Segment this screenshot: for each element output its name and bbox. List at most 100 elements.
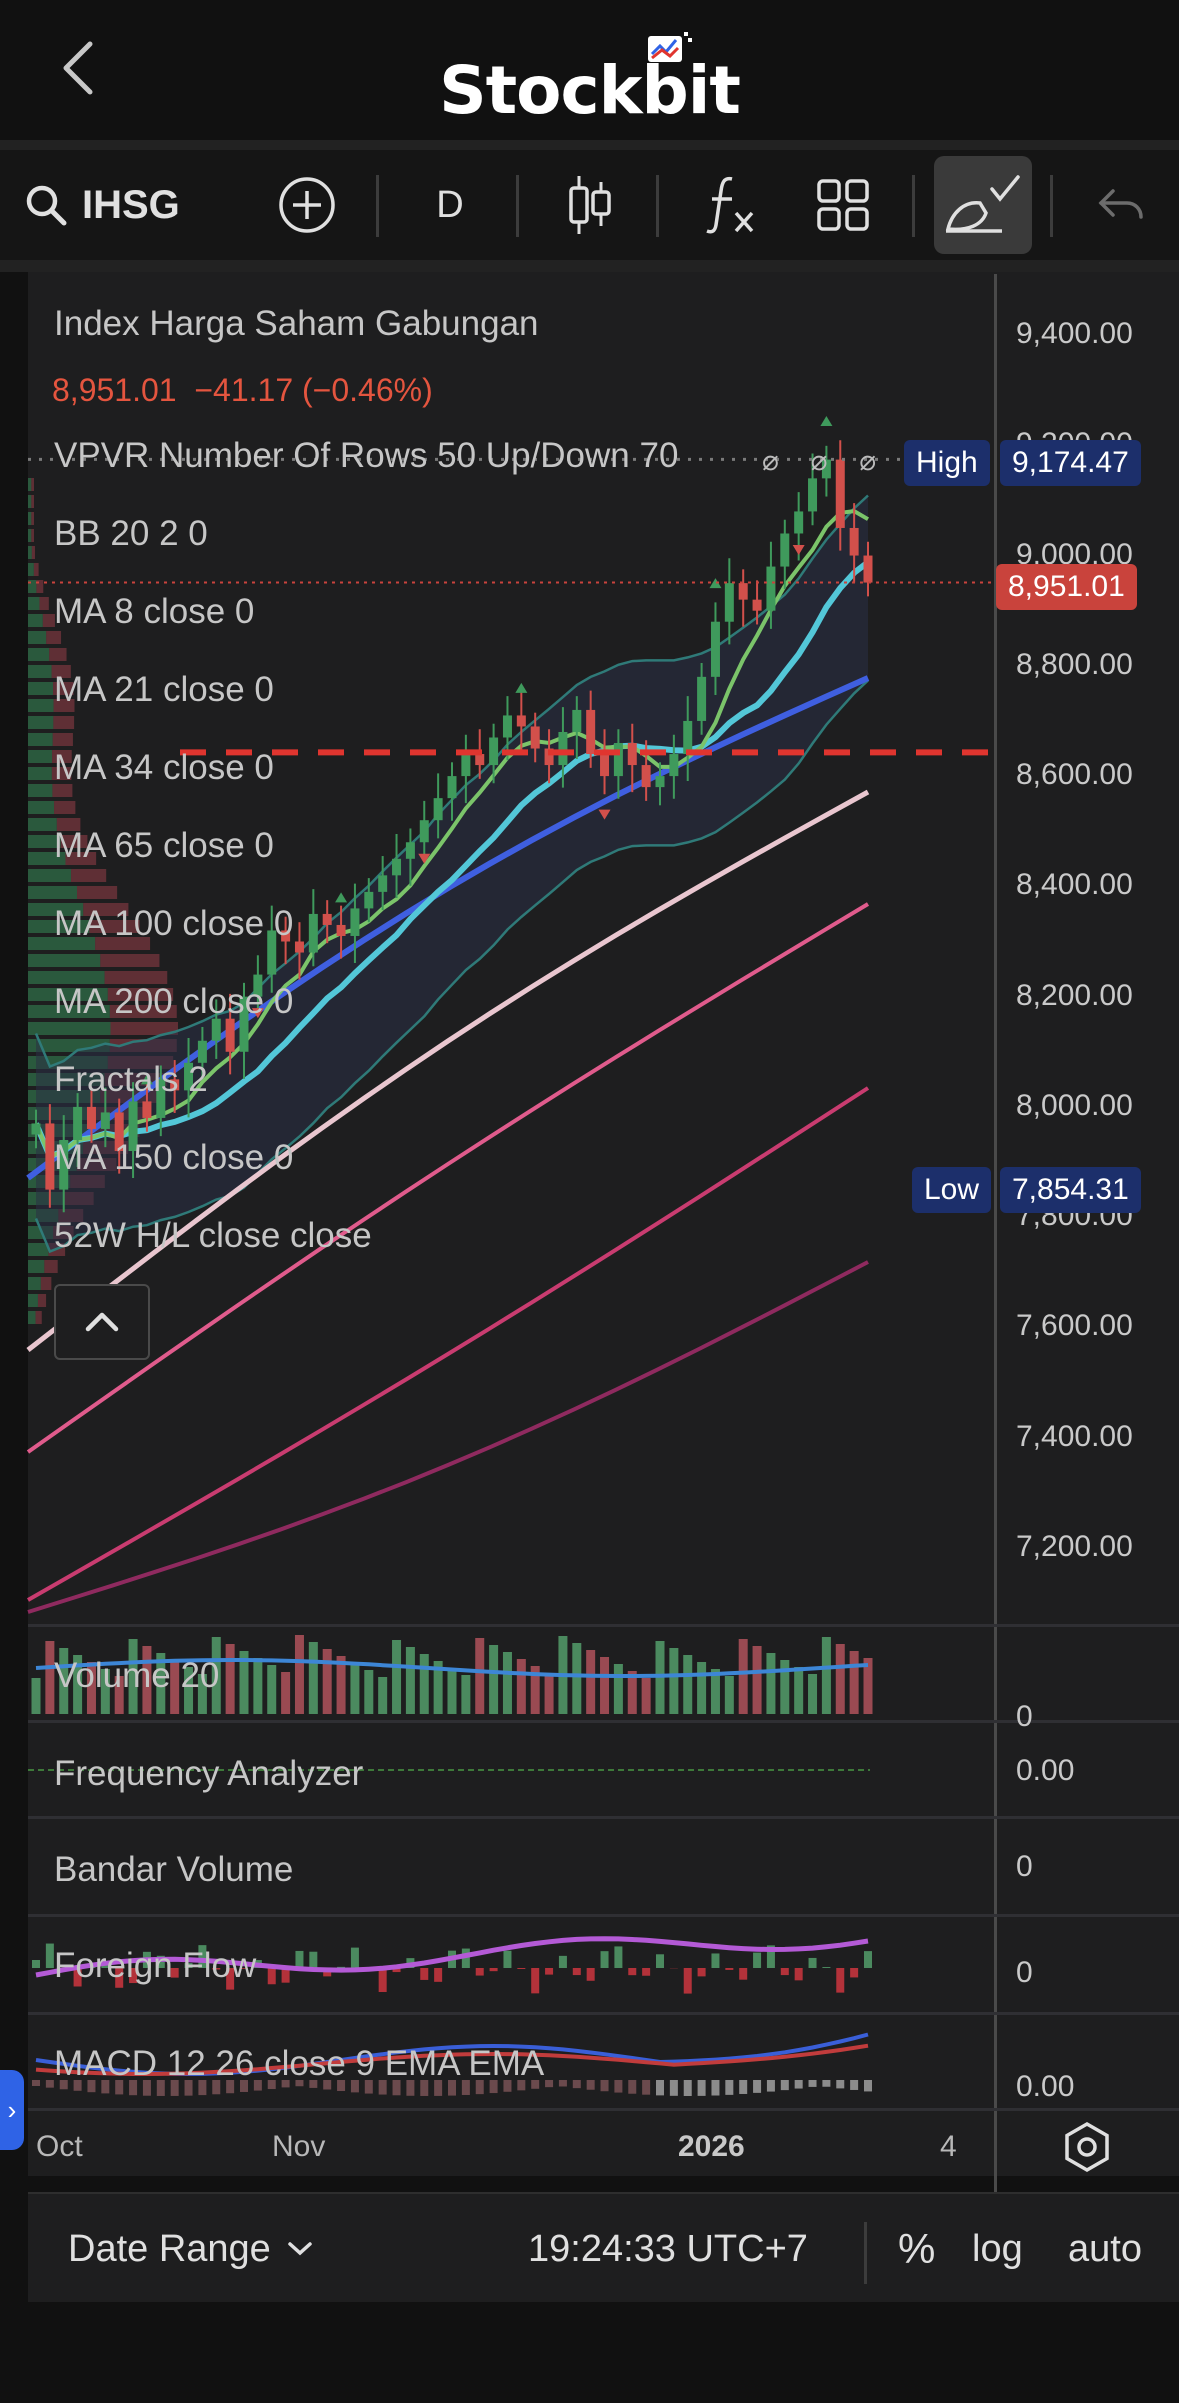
indicator-label[interactable]: MA 34 close 0 <box>54 748 274 787</box>
volume-bar <box>294 1635 304 1714</box>
macd-histogram-bar <box>142 2080 151 2096</box>
vpvr-down-bar <box>107 988 174 1001</box>
change-text: −41.17 (−0.46%) <box>194 372 433 408</box>
foreign-flow-bar <box>850 1968 859 1978</box>
percent-scale-toggle[interactable]: % <box>898 2225 936 2272</box>
indicator-label[interactable]: MA 8 close 0 <box>54 592 255 631</box>
foreign-flow-bar <box>475 1968 484 1976</box>
foreign-flow-bar <box>489 1968 498 1972</box>
candle-body <box>419 820 429 843</box>
vpvr-down-bar <box>54 801 76 814</box>
macd-histogram-bar <box>822 2080 831 2087</box>
chart-settings-button[interactable] <box>1060 2120 1114 2174</box>
price-tick-label: 8,600.00 <box>1016 758 1133 792</box>
volume-bar <box>405 1647 415 1714</box>
volume-bar <box>530 1666 540 1714</box>
foreign-flow-bar <box>32 1960 40 1968</box>
undo-button[interactable] <box>1086 150 1156 260</box>
symbol-search-button[interactable]: IHSG <box>24 150 204 260</box>
volume-bar <box>683 1655 693 1714</box>
vpvr-down-bar <box>33 563 39 576</box>
vpvr-up-bar <box>28 1277 41 1290</box>
pane-separator <box>28 1816 1179 1819</box>
toolbar-divider <box>376 175 379 237</box>
indicator-label[interactable]: MA 100 close 0 <box>54 904 294 943</box>
macd-signal-line <box>35 2043 869 2076</box>
foreign-flow-bar <box>461 1948 470 1968</box>
macd-histogram-bar <box>281 2080 290 2088</box>
vpvr-up-bar <box>28 886 78 899</box>
macd-histogram-bar <box>739 2080 748 2094</box>
candlestick-icon <box>569 176 611 234</box>
price-tick-label: 9,400.00 <box>1016 317 1133 350</box>
macd-histogram-bar <box>350 2080 359 2093</box>
macd-histogram-bar <box>766 2080 775 2092</box>
macd-histogram-bar <box>378 2080 387 2095</box>
macd-histogram-bar <box>475 2080 484 2095</box>
indicator-label[interactable]: 52W H/L close close <box>54 1216 372 1255</box>
vpvr-up-bar <box>28 1005 110 1018</box>
volume-bar <box>489 1645 499 1714</box>
time-label: 4 <box>940 2130 957 2163</box>
volume-bar <box>419 1654 429 1714</box>
vpvr-down-bar <box>52 733 73 746</box>
volume-bar <box>364 1670 374 1714</box>
indicator-label[interactable]: MA 21 close 0 <box>54 670 274 709</box>
macd-histogram-bar <box>808 2080 817 2087</box>
indicator-label[interactable]: VPVR Number Of Rows 50 Up/Down 70 <box>54 436 679 475</box>
log-scale-toggle[interactable]: log <box>972 2227 1023 2270</box>
add-symbol-button[interactable] <box>270 150 344 260</box>
indicator-label[interactable]: MA 200 close 0 <box>54 982 294 1021</box>
chart-toolbar: IHSG D <box>0 150 1179 260</box>
candle-body <box>267 930 277 975</box>
volume-bar <box>142 1646 152 1714</box>
foreign-flow-bar <box>864 1951 872 1968</box>
foreign-flow-bar <box>281 1968 290 1983</box>
instrument-name: Index Harga Saham Gabungan <box>54 304 539 343</box>
volume-bar <box>669 1648 679 1714</box>
layout-button[interactable] <box>800 150 886 260</box>
indicator-label[interactable]: Fractals 2 <box>54 1060 208 1099</box>
timeframe-button[interactable]: D <box>436 183 464 226</box>
volume-bar <box>433 1661 443 1714</box>
indicator-label[interactable]: BB 20 2 0 <box>54 514 208 553</box>
candle-body <box>683 720 693 755</box>
indicator-label[interactable]: MA 65 close 0 <box>54 826 274 865</box>
vpvr-down-bar <box>109 1005 177 1018</box>
volume-bar <box>502 1652 512 1714</box>
volume-bar <box>45 1641 55 1714</box>
macd-histogram-bar <box>184 2080 193 2096</box>
vpvr-up-bar <box>28 512 32 525</box>
volume-bar <box>170 1660 180 1714</box>
vpvr-up-bar <box>28 1294 38 1307</box>
volume-bar <box>114 1676 124 1714</box>
chart-type-button[interactable] <box>550 150 630 260</box>
candle-body <box>322 913 332 925</box>
vpvr-up-bar <box>28 784 53 797</box>
volume-bar <box>308 1642 318 1714</box>
vpvr-down-bar <box>42 614 55 627</box>
collapse-legend-button[interactable] <box>54 1284 150 1360</box>
indicator-label[interactable]: MA 150 close 0 <box>54 1138 294 1177</box>
back-button[interactable] <box>58 38 108 108</box>
candle-body <box>544 748 554 766</box>
fractal-marker <box>820 416 833 427</box>
fractal-marker <box>418 853 431 864</box>
foreign-flow-bar <box>836 1968 845 1993</box>
chart-panel[interactable] <box>28 272 1179 2176</box>
foreign-flow-bar <box>503 1950 512 1968</box>
date-range-dropdown[interactable]: Date Range <box>68 2194 315 2304</box>
visibility-toggle-icons[interactable]: ⌀ ⌀ ⌀ <box>762 445 889 476</box>
volume-bar <box>378 1677 388 1714</box>
candle-body <box>350 908 360 936</box>
side-drawer-handle[interactable]: › <box>0 2070 24 2150</box>
toolbar-divider <box>516 175 519 237</box>
volume-bar <box>821 1637 831 1714</box>
volume-bar <box>697 1662 707 1714</box>
auto-scale-toggle[interactable]: auto <box>1068 2227 1142 2270</box>
drawing-tools-button[interactable] <box>934 156 1032 254</box>
indicators-button[interactable] <box>690 150 770 260</box>
foreign-flow-bar <box>434 1968 443 1982</box>
volume-bar <box>211 1637 221 1714</box>
